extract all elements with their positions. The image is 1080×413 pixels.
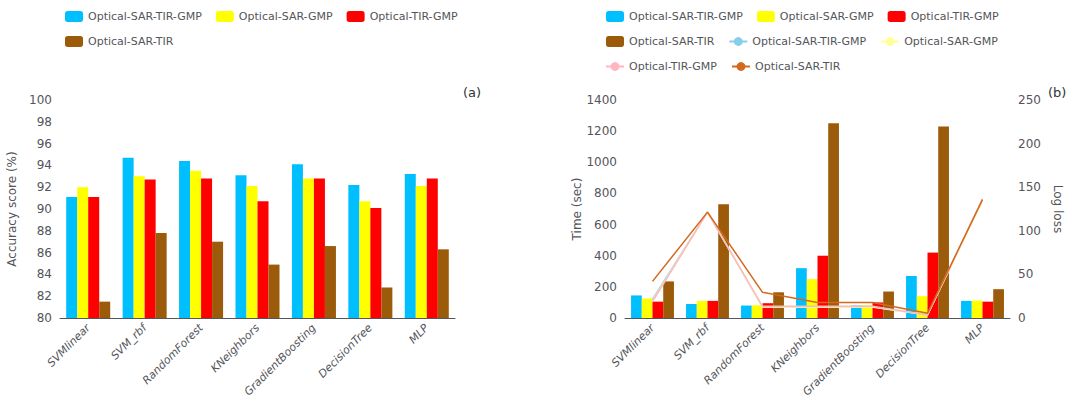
svg-text:GradientBoosting: GradientBoosting: [800, 321, 877, 398]
svg-text:Optical-SAR-TIR-GMP: Optical-SAR-TIR-GMP: [88, 10, 202, 23]
svg-text:0: 0: [1018, 311, 1026, 325]
svg-text:Optical-SAR-TIR: Optical-SAR-TIR: [88, 35, 174, 48]
svg-text:Optical-SAR-GMP: Optical-SAR-GMP: [904, 35, 998, 48]
svg-text:94: 94: [37, 158, 52, 172]
svg-text:92: 92: [37, 180, 52, 194]
svg-text:SVM_rbf: SVM_rbf: [671, 320, 713, 362]
svg-text:84: 84: [37, 267, 52, 281]
svg-text:Optical-SAR-GMP: Optical-SAR-GMP: [239, 10, 333, 23]
svg-text:MLP: MLP: [406, 321, 431, 346]
svg-text:Optical-SAR-TIR-GMP: Optical-SAR-TIR-GMP: [752, 35, 866, 48]
svg-text:82: 82: [37, 289, 52, 303]
svg-text:DecisionTree: DecisionTree: [873, 321, 932, 380]
svg-text:(b): (b): [1048, 85, 1066, 100]
svg-text:SVMlinear: SVMlinear: [45, 320, 94, 369]
svg-text:SVM_rbf: SVM_rbf: [108, 320, 150, 362]
svg-text:Time (sec): Time (sec): [570, 178, 584, 242]
svg-text:80: 80: [37, 311, 52, 325]
svg-text:600: 600: [594, 218, 617, 232]
svg-text:1400: 1400: [586, 93, 617, 107]
svg-text:88: 88: [37, 224, 52, 238]
svg-text:200: 200: [594, 280, 617, 294]
svg-text:0: 0: [609, 311, 617, 325]
svg-text:GradientBoosting: GradientBoosting: [242, 321, 319, 398]
svg-text:98: 98: [37, 115, 52, 129]
svg-text:100: 100: [29, 93, 52, 107]
svg-text:Optical-SAR-TIR: Optical-SAR-TIR: [629, 35, 715, 48]
svg-text:50: 50: [1018, 267, 1033, 281]
svg-text:86: 86: [37, 246, 52, 260]
svg-text:MLP: MLP: [962, 321, 987, 346]
svg-text:RandomForest: RandomForest: [701, 321, 767, 387]
svg-text:RandomForest: RandomForest: [140, 321, 206, 387]
svg-text:DecisionTree: DecisionTree: [316, 321, 375, 380]
svg-text:Optical-TIR-GMP: Optical-TIR-GMP: [370, 10, 458, 23]
svg-text:SVMlinear: SVMlinear: [609, 320, 658, 369]
svg-text:250: 250: [1018, 93, 1041, 107]
svg-text:Accuracy score (%): Accuracy score (%): [5, 151, 19, 266]
svg-text:90: 90: [37, 202, 52, 216]
svg-text:150: 150: [1018, 180, 1041, 194]
svg-text:400: 400: [594, 249, 617, 263]
svg-text:Optical-TIR-GMP: Optical-TIR-GMP: [911, 10, 999, 23]
svg-text:KNeighbors: KNeighbors: [208, 321, 262, 375]
svg-text:100: 100: [1018, 224, 1041, 238]
svg-text:(a): (a): [463, 85, 481, 100]
svg-text:96: 96: [37, 137, 52, 151]
svg-text:800: 800: [594, 186, 617, 200]
svg-text:Optical-SAR-TIR: Optical-SAR-TIR: [755, 60, 841, 73]
svg-text:1200: 1200: [586, 124, 617, 138]
svg-text:KNeighbors: KNeighbors: [768, 321, 822, 375]
svg-text:Optical-SAR-GMP: Optical-SAR-GMP: [780, 10, 874, 23]
svg-text:200: 200: [1018, 137, 1041, 151]
svg-text:Optical-SAR-TIR-GMP: Optical-SAR-TIR-GMP: [629, 10, 743, 23]
svg-text:Optical-TIR-GMP: Optical-TIR-GMP: [629, 60, 717, 73]
svg-text:1000: 1000: [586, 155, 617, 169]
svg-text:Log loss: Log loss: [1051, 185, 1065, 233]
